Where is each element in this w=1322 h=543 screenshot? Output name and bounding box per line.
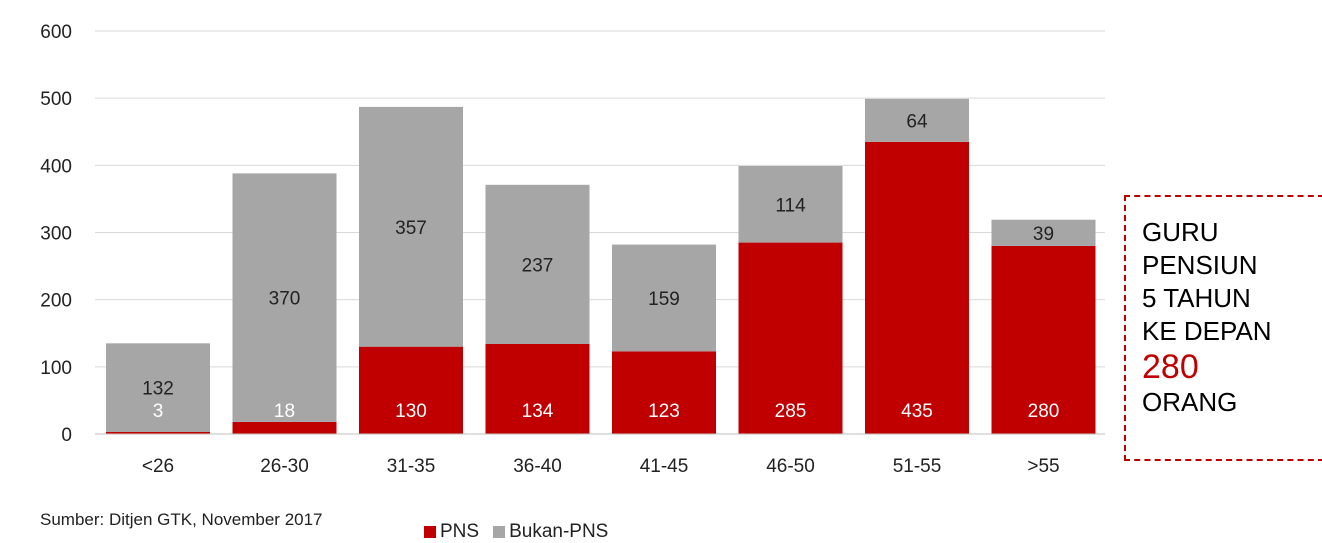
bar-segment-pns bbox=[106, 431, 210, 434]
x-tick-label: 26-30 bbox=[260, 456, 309, 477]
bar-segment-bukan-pns bbox=[612, 244, 716, 352]
callout-line-2: PENSIUN bbox=[1142, 250, 1258, 280]
callout-text: GURU PENSIUN 5 TAHUN KE DEPAN 280 ORANG bbox=[1142, 216, 1272, 419]
callout-line-4: KE DEPAN bbox=[1142, 316, 1272, 346]
x-tick-label: 51-55 bbox=[893, 456, 942, 477]
x-tick-label: 36-40 bbox=[513, 456, 562, 477]
bar-segment-pns bbox=[612, 351, 716, 434]
callout-line-1: GURU bbox=[1142, 217, 1219, 247]
legend-label-pns: PNS bbox=[440, 521, 480, 542]
x-tick-label: <26 bbox=[142, 456, 174, 477]
bar-segment-bukan-pns bbox=[485, 184, 590, 344]
data-label-bukan-pns: 357 bbox=[395, 218, 427, 239]
y-tick-label: 200 bbox=[40, 291, 72, 312]
legend: PNS Bukan-PNS bbox=[424, 521, 608, 543]
x-tick-label: >55 bbox=[1027, 456, 1059, 477]
bar-segment-bukan-pns bbox=[232, 173, 337, 422]
bar-segment-pns bbox=[865, 141, 969, 434]
callout-line-3: 5 TAHUN bbox=[1142, 283, 1251, 313]
x-tick-label: 46-50 bbox=[766, 456, 815, 477]
y-tick-label: 500 bbox=[40, 89, 72, 110]
data-label-bukan-pns: 159 bbox=[648, 289, 680, 310]
bar-segment-pns bbox=[485, 343, 590, 434]
y-tick-label: 100 bbox=[40, 358, 72, 379]
data-label-bukan-pns: 370 bbox=[269, 289, 301, 310]
legend-swatch-pns bbox=[424, 526, 436, 538]
data-label-bukan-pns: 114 bbox=[775, 195, 806, 216]
source-note: Sumber: Ditjen GTK, November 2017 bbox=[40, 510, 323, 529]
bar-segment-pns bbox=[991, 245, 1096, 434]
legend-swatch-bukan-pns bbox=[493, 526, 506, 538]
data-label-pns: 18 bbox=[274, 401, 295, 422]
legend-label-bukan-pns: Bukan-PNS bbox=[509, 521, 609, 542]
data-label-pns: 123 bbox=[648, 401, 680, 422]
callout-number: 280 bbox=[1142, 348, 1199, 386]
bar-segment-pns bbox=[738, 242, 843, 434]
data-label-bukan-pns: 237 bbox=[522, 255, 554, 276]
callout-unit: ORANG bbox=[1142, 387, 1238, 417]
legend-item-pns: PNS bbox=[424, 521, 479, 543]
data-label-pns: 134 bbox=[522, 401, 554, 422]
data-label-pns: 285 bbox=[775, 401, 807, 422]
y-tick-label: 400 bbox=[40, 156, 72, 177]
callout-box bbox=[1124, 195, 1322, 461]
data-label-pns: 130 bbox=[395, 401, 427, 422]
bar-segment-bukan-pns bbox=[106, 343, 210, 432]
bar-segment-bukan-pns bbox=[359, 106, 463, 347]
data-label-bukan-pns: 132 bbox=[142, 379, 174, 400]
bar-segment-bukan-pns bbox=[991, 219, 1096, 246]
x-tick-label: 31-35 bbox=[387, 456, 436, 477]
y-tick-label: 300 bbox=[40, 224, 72, 245]
data-label-pns: 3 bbox=[153, 401, 164, 422]
bar-segment-bukan-pns bbox=[738, 166, 843, 243]
bar-segment-pns bbox=[359, 346, 463, 434]
x-tick-label: 41-45 bbox=[640, 456, 689, 477]
bar-segment-pns bbox=[232, 421, 337, 434]
y-tick-label: 0 bbox=[61, 425, 72, 446]
data-label-pns: 280 bbox=[1028, 401, 1060, 422]
y-tick-label: 600 bbox=[40, 22, 72, 43]
legend-item-bukan-pns: Bukan-PNS bbox=[493, 521, 608, 543]
data-label-bukan-pns: 64 bbox=[906, 111, 928, 132]
data-label-bukan-pns: 39 bbox=[1033, 224, 1054, 245]
data-label-pns: 435 bbox=[901, 401, 933, 422]
bar-segment-bukan-pns bbox=[865, 98, 969, 142]
